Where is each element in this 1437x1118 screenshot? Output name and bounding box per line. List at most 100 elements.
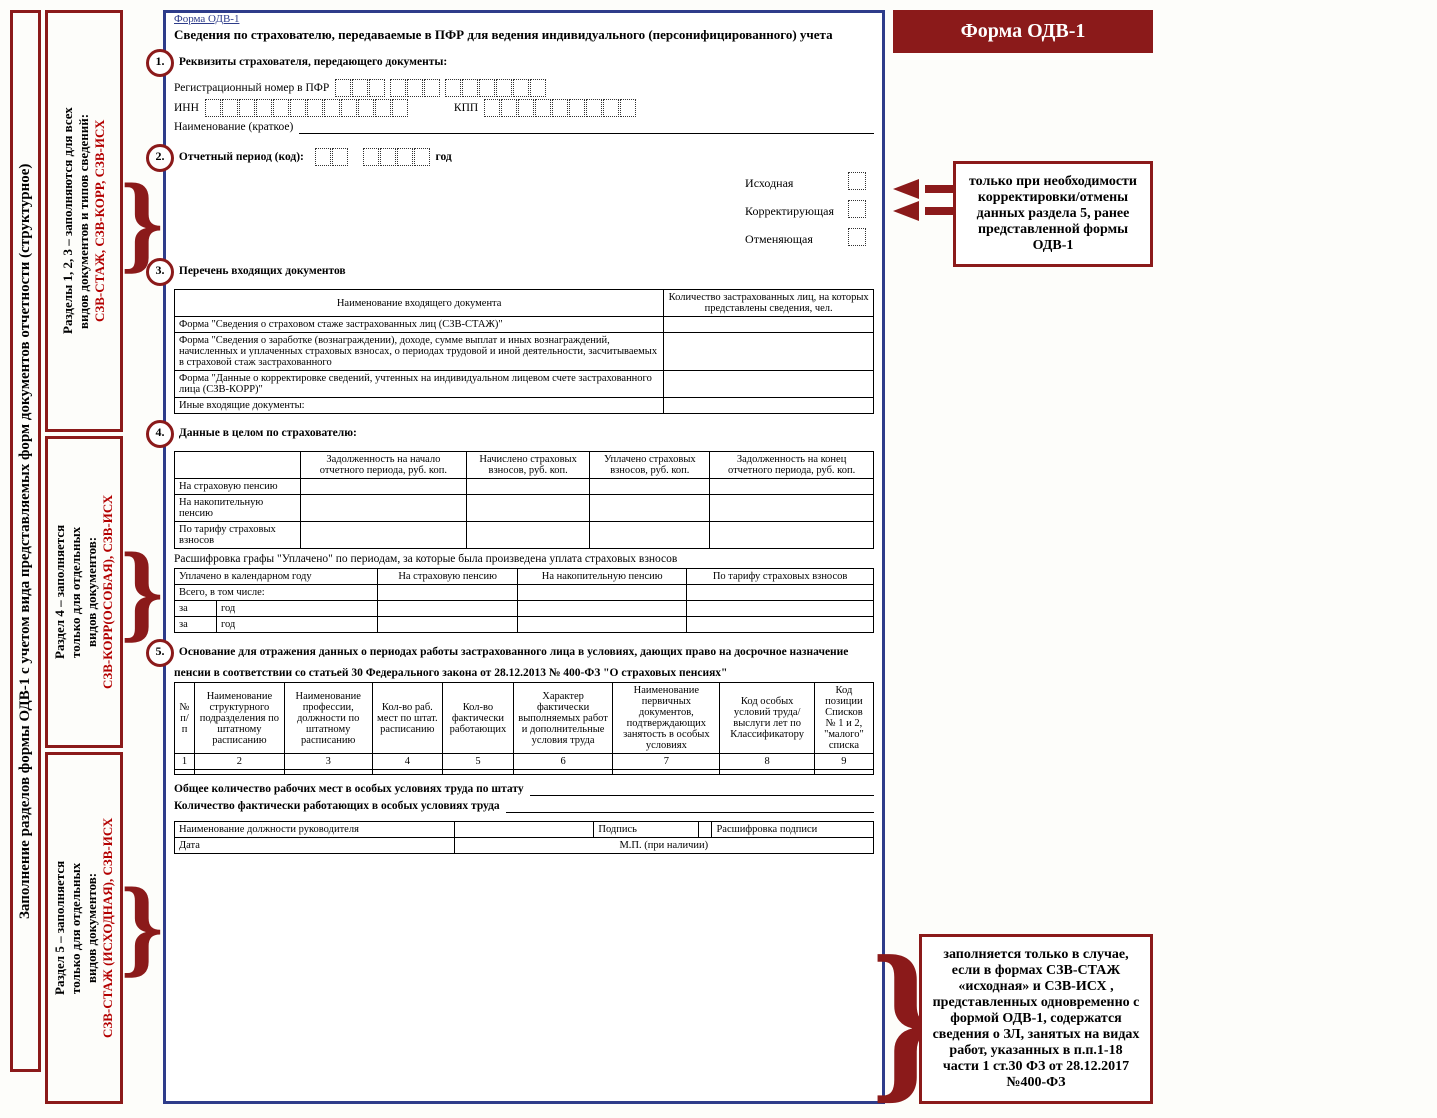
right-brace-icon: }: [893, 956, 919, 1082]
form-topline: Форма ОДВ-1: [174, 13, 874, 25]
chk-ish[interactable]: [848, 172, 866, 190]
foot-dec: Расшифровка подписи: [712, 822, 874, 838]
t3-r1-val[interactable]: [664, 317, 874, 333]
t5-h1: Наименование структурного подразделения …: [195, 683, 285, 754]
b5-red: СЗВ-СТАЖ (ИСХОДНАЯ), СЗВ-ИСХ: [100, 818, 115, 1038]
t4b-h2: На страховую пенсию: [378, 569, 518, 585]
s5-fld1[interactable]: [530, 781, 874, 796]
t4-h2: Начислено страховых взносов, руб. коп.: [466, 452, 589, 479]
t3-r4: Иные входящие документы:: [175, 398, 664, 414]
b4-red: СЗВ-КОРР(ОСОБАЯ), СЗВ-ИСХ: [100, 495, 115, 689]
kpp-cells[interactable]: [484, 99, 636, 117]
s3-head: Перечень входящих документов: [179, 265, 346, 277]
s1-head: Реквизиты страхователя, передающего доку…: [179, 56, 447, 68]
foot-date: Дата: [175, 838, 455, 854]
badge: Форма ОДВ-1: [893, 10, 1153, 53]
left-braces: } } }: [127, 10, 157, 1104]
t3-r2-val[interactable]: [664, 333, 874, 371]
left-main-title: Заполнение разделов формы ОДВ-1 с учетом…: [10, 10, 41, 1072]
table-5: № п/п Наименование структурного подразде…: [174, 682, 874, 775]
table-3: Наименование входящего документа Количес…: [174, 289, 874, 414]
s5-fld2[interactable]: [506, 798, 874, 813]
form-odv-1: Форма ОДВ-1 Сведения по страхователю, пе…: [163, 10, 885, 1104]
t4b-za-1: за: [175, 601, 217, 617]
b4-l2: только для отдельных: [68, 526, 83, 657]
note-top: только при необходимости корректировки/о…: [953, 161, 1153, 267]
left-block-123: Разделы 1, 2, 3 – заполняются для всех в…: [45, 10, 123, 432]
t5-h6: Наименование первичных документов, подтв…: [613, 683, 720, 754]
type-otm: Отменяющая: [739, 226, 840, 252]
t4b-total: Всего, в том числе:: [175, 585, 378, 601]
t5-n2: 2: [195, 754, 285, 770]
t5-h2: Наименование профессии, должности по шта…: [284, 683, 372, 754]
t4-sub: Расшифровка графы "Уплачено" по периодам…: [174, 553, 874, 565]
b4-l3: видов документов:: [84, 537, 99, 647]
s5-line2: Количество фактически работающих в особы…: [174, 800, 500, 812]
footer-table: Наименование должности руководителя Подп…: [174, 821, 874, 854]
t4-h4: Задолженность на конец отчетного периода…: [710, 452, 874, 479]
t5-n7: 7: [613, 754, 720, 770]
t3-r3-val[interactable]: [664, 371, 874, 398]
reg-cells[interactable]: [335, 79, 546, 97]
foot-sign: Подпись: [594, 822, 699, 838]
t5-h5: Характер фактически выполняемых работ и …: [513, 683, 612, 754]
b4-l1: Раздел 4 – заполняется: [52, 525, 67, 659]
t4-r3: По тарифу страховых взносов: [175, 522, 301, 549]
circle-5: 5.: [146, 639, 174, 667]
s5-head: Основание для отражения данных о периода…: [174, 646, 848, 679]
type-ish: Исходная: [739, 170, 840, 196]
table-4b: Уплачено в календарном году На страховую…: [174, 568, 874, 633]
t4b-h1: Уплачено в календарном году: [175, 569, 378, 585]
inn-cells[interactable]: [205, 99, 408, 117]
s4-head: Данные в целом по страхователю:: [179, 427, 357, 439]
circle-4: 4.: [146, 420, 174, 448]
t5-n5: 5: [443, 754, 514, 770]
t4-r1: На страховую пенсию: [175, 479, 301, 495]
t3-r2: Форма "Сведения о заработке (вознагражде…: [175, 333, 664, 371]
table-4a: Задолженность на начало отчетного период…: [174, 451, 874, 549]
b5-l3: видов документов:: [84, 873, 99, 983]
left-block-4: Раздел 4 – заполняется только для отдель…: [45, 436, 123, 748]
b123-l2: видов документов и типов сведений:: [76, 113, 91, 328]
note-bottom: заполняется только в случае, если в форм…: [919, 934, 1153, 1104]
chk-korr[interactable]: [848, 200, 866, 218]
t5-n8: 8: [720, 754, 814, 770]
circle-1: 1.: [146, 49, 174, 77]
t5-n3: 3: [284, 754, 372, 770]
t5-n1: 1: [175, 754, 195, 770]
name-field[interactable]: [299, 119, 874, 134]
t4-r2: На накопительную пенсию: [175, 495, 301, 522]
t4-h1: Задолженность на начало отчетного период…: [300, 452, 466, 479]
s2-head: Отчетный период (код):: [179, 151, 304, 163]
t4b-god-1: год: [216, 601, 377, 617]
type-korr: Корректирующая: [739, 198, 840, 224]
t3-r4-val[interactable]: [664, 398, 874, 414]
period-year[interactable]: [363, 148, 430, 166]
b123-l1: Разделы 1, 2, 3 – заполняются для всех: [60, 108, 75, 335]
circle-2: 2.: [146, 144, 174, 172]
name-label: Наименование (краткое): [174, 121, 293, 133]
foot-mp: М.П. (при наличии): [454, 838, 873, 854]
b123-red: СЗВ-СТАЖ, СЗВ-КОРР, СЗВ-ИСХ: [92, 120, 107, 322]
b5-l1: Раздел 5 – заполняется: [52, 861, 67, 995]
year-label: год: [436, 151, 452, 163]
t5-h7: Код особых условий труда/ выслуги лет по…: [720, 683, 814, 754]
t3-h1: Наименование входящего документа: [175, 290, 664, 317]
t3-r1: Форма "Сведения о страховом стаже застра…: [175, 317, 664, 333]
period-code[interactable]: [315, 148, 348, 166]
t5-h3: Кол-во раб. мест по штат. расписанию: [372, 683, 442, 754]
t5-n9: 9: [814, 754, 873, 770]
t3-r3: Форма "Данные о корректировке сведений, …: [175, 371, 664, 398]
foot-pos: Наименование должности руководителя: [175, 822, 455, 838]
t4b-h3: На накопительную пенсию: [518, 569, 687, 585]
b5-l2: только для отдельных: [68, 862, 83, 993]
left-block-5: Раздел 5 – заполняется только для отдель…: [45, 752, 123, 1104]
kpp-label: КПП: [454, 102, 478, 114]
t4b-za-2: за: [175, 617, 217, 633]
type-table: Исходная Корректирующая Отменяющая: [737, 168, 874, 254]
t4b-god-2: год: [216, 617, 377, 633]
t5-h0: № п/п: [175, 683, 195, 754]
s5-line1: Общее количество рабочих мест в особых у…: [174, 783, 524, 795]
chk-otm[interactable]: [848, 228, 866, 246]
t5-h8: Код позиции Списков № 1 и 2, "малого" сп…: [814, 683, 873, 754]
